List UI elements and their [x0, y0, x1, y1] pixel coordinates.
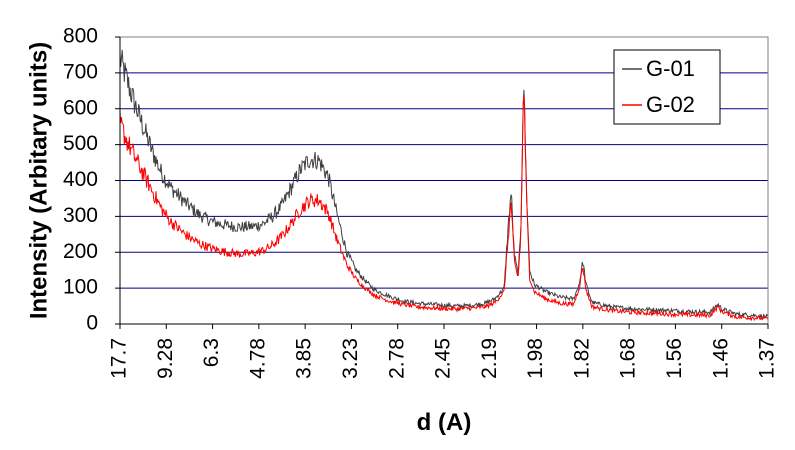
x-tick-label: 1.46 [709, 338, 732, 379]
legend: G-01 G-02 [613, 49, 721, 125]
x-tick-label: 3.85 [293, 338, 316, 379]
series-layer [119, 49, 769, 322]
series-line-g-02 [119, 95, 769, 322]
y-tick-label: 500 [63, 132, 98, 155]
x-tick-label: 2.78 [385, 338, 408, 379]
legend-label-g-01: G-01 [646, 56, 695, 81]
y-tick-label: 200 [63, 240, 98, 263]
x-tick-label: 1.82 [570, 338, 593, 379]
y-tick-label: 700 [63, 60, 98, 83]
x-tick-label: 17.7 [108, 338, 131, 379]
x-tick-label: 9.28 [154, 338, 177, 379]
legend-label-g-02: G-02 [646, 92, 695, 117]
x-tick-label: 6.3 [200, 338, 223, 367]
y-tick-label: 0 [86, 312, 98, 335]
y-tick-label: 600 [63, 96, 98, 119]
x-tick-label: 2.45 [432, 338, 455, 379]
legend-box [613, 49, 721, 125]
y-axis-ticks: 0 100 200 300 400 500 600 700 800 [63, 25, 121, 335]
y-tick-label: 100 [63, 276, 98, 299]
y-tick-label: 800 [63, 25, 98, 48]
x-axis-ticks: 17.7 9.28 6.3 4.78 3.85 3.23 2.78 2.45 2.19 1.98 1… [108, 323, 779, 379]
x-tick-label: 1.68 [617, 338, 640, 379]
x-tick-label: 1.37 [756, 338, 779, 379]
y-axis-title: Intensity (Arbitary units) [25, 42, 52, 319]
x-axis-title: d (A) [417, 409, 472, 436]
y-tick-label: 300 [63, 204, 98, 227]
x-tick-label: 2.19 [478, 338, 501, 379]
x-tick-label: 4.78 [246, 338, 269, 379]
x-tick-label: 1.56 [663, 338, 686, 379]
y-tick-label: 400 [63, 168, 98, 191]
x-tick-label: 1.98 [524, 338, 547, 379]
x-tick-label: 3.23 [339, 338, 362, 379]
